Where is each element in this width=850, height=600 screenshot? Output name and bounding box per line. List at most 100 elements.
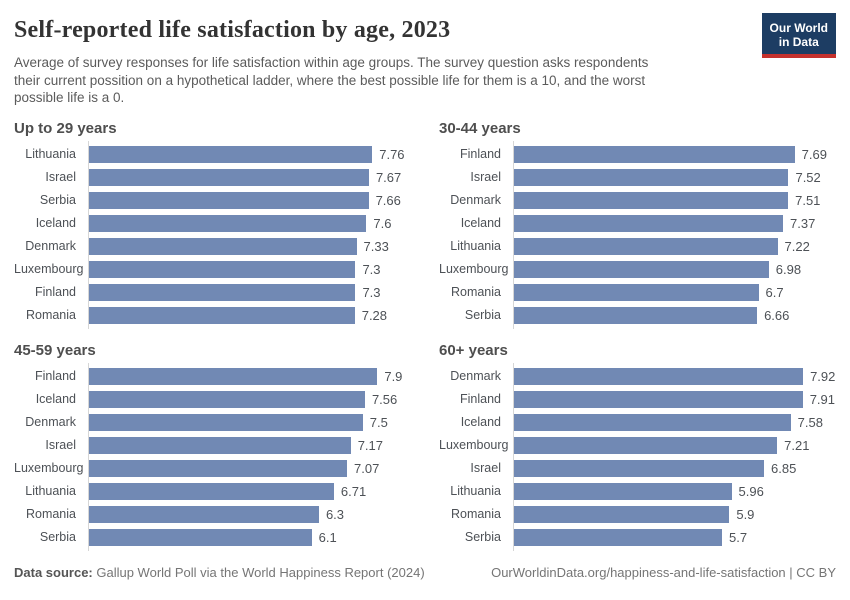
bar[interactable]: [89, 237, 357, 255]
category-label: Iceland: [35, 392, 76, 406]
value-label: 7.21: [784, 437, 810, 453]
category-label: Luxembourg: [439, 438, 509, 452]
bar[interactable]: [89, 168, 369, 186]
value-label: 7.52: [795, 169, 821, 185]
value-label: 7.76: [379, 146, 405, 162]
bar[interactable]: [89, 505, 319, 523]
bar[interactable]: [514, 482, 732, 500]
chart-panel: 60+ years Denmark 7.92 Finland 7.91 Iceland 7.…: [439, 341, 836, 551]
value-label: 7.67: [375, 169, 402, 185]
category-label: Iceland: [460, 216, 501, 230]
bar-row: Luxembourg 7.07: [14, 457, 411, 480]
bar[interactable]: [89, 459, 348, 477]
bar[interactable]: [89, 306, 355, 324]
owid-logo-line2: in Data: [778, 35, 819, 49]
bar[interactable]: [89, 482, 334, 500]
owid-logo[interactable]: Our World in Data: [761, 13, 836, 58]
bar-row: Israel 7.52: [439, 166, 836, 189]
chart-subtitle: Average of survey responses for life sat…: [14, 54, 648, 107]
bar[interactable]: [89, 436, 351, 454]
bar[interactable]: [514, 367, 804, 385]
bar-row: Iceland 7.58: [439, 411, 836, 434]
bar[interactable]: [514, 390, 803, 408]
bar-row: Romania 5.9: [439, 503, 836, 526]
category-label: Serbia: [39, 193, 76, 207]
owid-logo-line1: Our World: [769, 21, 828, 35]
bar-row: Finland 7.3: [14, 281, 411, 304]
bar-row: Israel 6.85: [439, 457, 836, 480]
chart-header: Self-reported life satisfaction by age, …: [14, 10, 836, 107]
axis-line: [88, 362, 89, 551]
bar[interactable]: [89, 191, 369, 209]
bar-row: Finland 7.9: [14, 365, 411, 388]
value-label: 6.85: [771, 460, 797, 476]
bar[interactable]: [89, 214, 367, 232]
category-label: Lithuania: [450, 239, 501, 253]
category-label: Israel: [45, 438, 76, 452]
bar[interactable]: [89, 413, 363, 431]
category-label: Serbia: [464, 530, 501, 544]
data-source-text: Gallup World Poll via the World Happines…: [92, 564, 425, 580]
value-label: 7.28: [361, 307, 388, 323]
bar-row: Luxembourg 7.3: [14, 258, 411, 281]
bar[interactable]: [514, 505, 730, 523]
bar[interactable]: [89, 528, 312, 546]
bar[interactable]: [89, 390, 365, 408]
bar-row: Lithuania 7.22: [439, 235, 836, 258]
panel-title: Up to 29 years: [14, 119, 117, 137]
bar[interactable]: [89, 145, 373, 163]
bar[interactable]: [514, 214, 783, 232]
panel-title: 30-44 years: [439, 119, 521, 137]
value-label: 7.69: [801, 146, 827, 162]
value-label: 6.7: [765, 284, 784, 300]
bar[interactable]: [514, 306, 758, 324]
category-label: Israel: [470, 170, 501, 184]
bar[interactable]: [514, 260, 769, 278]
bar[interactable]: [514, 168, 789, 186]
bar-row: Denmark 7.5: [14, 411, 411, 434]
bar[interactable]: [514, 459, 765, 477]
value-label: 6.3: [325, 506, 345, 522]
bar[interactable]: [514, 283, 759, 301]
category-label: Iceland: [460, 415, 501, 429]
bar[interactable]: [89, 260, 356, 278]
bar-row: Serbia 5.7: [439, 526, 836, 549]
category-label: Lithuania: [450, 484, 501, 498]
page-title: Self-reported life satisfaction by age, …: [14, 17, 451, 43]
category-label: Denmark: [450, 369, 501, 383]
category-label: Luxembourg: [14, 262, 84, 276]
bar[interactable]: [514, 413, 791, 431]
category-label: Denmark: [25, 415, 76, 429]
value-label: 5.9: [736, 506, 755, 522]
panel-rows: Denmark 7.92 Finland 7.91 Iceland 7.58 Luxembo…: [439, 362, 836, 551]
value-label: 5.96: [738, 483, 764, 499]
category-label: Lithuania: [25, 484, 76, 498]
value-label: 7.33: [363, 238, 389, 254]
panel-rows: Lithuania 7.76 Israel 7.67 Serbia 7.66 Iceland…: [14, 140, 411, 329]
bar[interactable]: [514, 528, 723, 546]
category-label: Romania: [450, 507, 501, 521]
axis-line: [88, 140, 89, 329]
bar-row: Lithuania 6.71: [14, 480, 411, 503]
panel-title: 60+ years: [439, 341, 508, 359]
category-label: Romania: [450, 285, 501, 299]
value-label: 7.6: [373, 215, 392, 231]
bar[interactable]: [89, 283, 356, 301]
bar-row: Serbia 7.66: [14, 189, 411, 212]
category-label: Romania: [25, 507, 76, 521]
bar-row: Iceland 7.56: [14, 388, 411, 411]
bar[interactable]: [514, 145, 795, 163]
bar[interactable]: [514, 237, 778, 255]
value-label: 5.7: [729, 529, 748, 545]
axis-line: [513, 140, 514, 329]
bar-row: Romania 6.7: [439, 281, 836, 304]
license-link[interactable]: OurWorldinData.org/happiness-and-life-sa…: [491, 564, 836, 580]
bar[interactable]: [89, 367, 378, 385]
bar[interactable]: [514, 191, 789, 209]
bar[interactable]: [514, 436, 778, 454]
value-label: 7.51: [795, 192, 821, 208]
value-label: 7.58: [797, 414, 823, 430]
category-label: Lithuania: [25, 147, 76, 161]
value-label: 7.07: [354, 460, 380, 476]
